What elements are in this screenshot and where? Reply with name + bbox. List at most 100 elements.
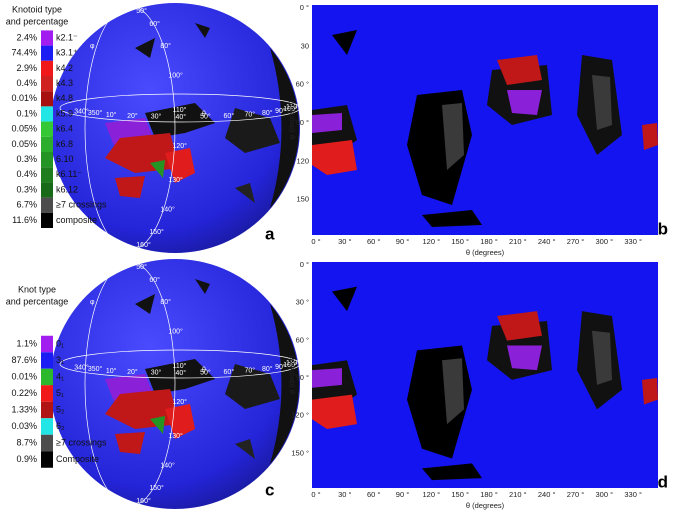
y-tick-label: 120 (296, 156, 309, 165)
equator-label: 100° (283, 105, 298, 113)
legend-title: Knotoid type (12, 4, 62, 14)
x-tick-label: 210 ° (509, 237, 527, 246)
legend-label: k5.9 (56, 108, 73, 118)
y-tick-label: 90 ° (296, 373, 309, 382)
x-tick-label: 180 ° (480, 490, 498, 499)
equator-label: 90° (275, 107, 286, 115)
equator-label: 60° (224, 368, 235, 376)
x-axis-label: θ (degrees) (466, 248, 505, 257)
legend-percent: 0.4% (16, 78, 37, 88)
equator-label: 70° (244, 367, 255, 375)
legend-swatch (41, 434, 53, 452)
x-tick-label: 270 ° (567, 490, 585, 499)
meridian-label: 80° (160, 42, 171, 50)
legend-percent: 0.3% (16, 154, 37, 164)
equator-label: 80° (262, 365, 273, 373)
legend-label: 4₁ (56, 371, 64, 381)
equator-label: 20° (127, 112, 138, 120)
meridian-label: 60° (149, 20, 160, 28)
x-tick-label: 0 ° (311, 237, 320, 246)
equator-label: 110° (286, 103, 300, 111)
x-tick-label: 0 ° (311, 490, 320, 499)
y-axis-label: φ (degrees) (287, 355, 296, 395)
legend-swatch (41, 45, 53, 61)
y-axis-label: φ (degrees) (287, 100, 296, 140)
legend-swatch (41, 212, 53, 228)
equator-label: 40° (175, 369, 186, 377)
legend-percent: 11.6% (12, 215, 37, 225)
equator-label: 80° (262, 109, 273, 117)
meridian-label: 120° (172, 398, 187, 406)
meridian-label: 120° (172, 142, 187, 150)
equator-label: 60° (224, 112, 235, 120)
y-tick-label: 60 ° (296, 335, 309, 344)
y-tick-label: 0 ° (300, 260, 309, 269)
legend-label: 6₂ (56, 421, 65, 431)
x-tick-label: 150 ° (451, 237, 469, 246)
legend-swatch (41, 352, 53, 369)
legend-label: 3₁ (56, 355, 64, 365)
legend-label: k4.8 (56, 93, 73, 103)
y-tick-label: 150 (296, 195, 309, 204)
legend-label: k3.1⁺ (56, 48, 78, 58)
equator-label: 10° (106, 367, 117, 375)
panel-letter: b (658, 219, 668, 238)
meridian-label: 130° (168, 176, 183, 184)
meridian-label: 140° (160, 206, 175, 214)
equator-label: 340° (74, 107, 89, 115)
legend-percent: 8.7% (16, 437, 37, 447)
equator-label: 20° (127, 368, 138, 376)
sphere (49, 258, 301, 510)
x-tick-label: 240 ° (538, 490, 556, 499)
legend-percent: 0.05% (11, 124, 37, 134)
meridian-label: 50° (136, 263, 147, 271)
meridian-label: 110° (172, 106, 186, 114)
legend-percent: 0.05% (11, 139, 37, 149)
legend-percent: 1.1% (16, 338, 37, 348)
legend-percent: 1.33% (11, 404, 37, 414)
equator-label: 340° (74, 363, 89, 371)
legend-swatch (41, 335, 53, 353)
legend-percent: 0.9% (16, 454, 37, 464)
equator-label: 70° (244, 111, 255, 119)
legend-swatch (41, 60, 53, 76)
legend-swatch (41, 451, 53, 468)
legend-percent: 0.1% (16, 108, 37, 118)
x-tick-label: 120 ° (423, 237, 441, 246)
x-tick-label: 330 ° (624, 237, 642, 246)
x-tick-label: 90 ° (396, 237, 409, 246)
legend-label: k6.12 (56, 184, 78, 194)
theta-symbol: θ (202, 367, 206, 374)
equator-label: 100° (283, 361, 298, 369)
legend-percent: 6.7% (16, 200, 37, 210)
legend-label: k2.1⁻ (56, 32, 78, 42)
legend-label: 5₁ (56, 388, 64, 398)
y-tick-label: 150 ° (291, 448, 309, 457)
legend-percent: 74.4% (11, 48, 37, 58)
meridian-label: 160° (136, 241, 151, 249)
legend-swatch (41, 385, 53, 402)
theta-symbol: θ (202, 111, 206, 118)
meridian-label: 160° (136, 497, 151, 505)
legend-percent: 87.6% (11, 355, 37, 365)
legend-swatch (41, 152, 53, 168)
legend-percent: 2.9% (16, 63, 37, 73)
legend-label: k4.2 (56, 63, 73, 73)
legend-percent: 0.22% (11, 388, 37, 398)
equator-label: 40° (175, 113, 186, 121)
legend-label: 6.10 (56, 154, 74, 164)
legend-swatch (41, 401, 53, 419)
legend-title: and percentage (6, 296, 69, 306)
legend-percent: 2.4% (16, 32, 37, 42)
x-tick-label: 60 ° (367, 237, 380, 246)
y-tick-label: 120 ° (291, 411, 309, 420)
legend-label: composite (56, 215, 97, 225)
legend-percent: 0.3% (16, 184, 37, 194)
legend-label: k6.8 (56, 139, 73, 149)
y-tick-label: 30 ° (296, 298, 309, 307)
x-tick-label: 210 ° (509, 490, 527, 499)
legend-swatch (41, 136, 53, 152)
meridian-label: 80° (160, 298, 171, 306)
legend-percent: 0.4% (16, 169, 37, 179)
